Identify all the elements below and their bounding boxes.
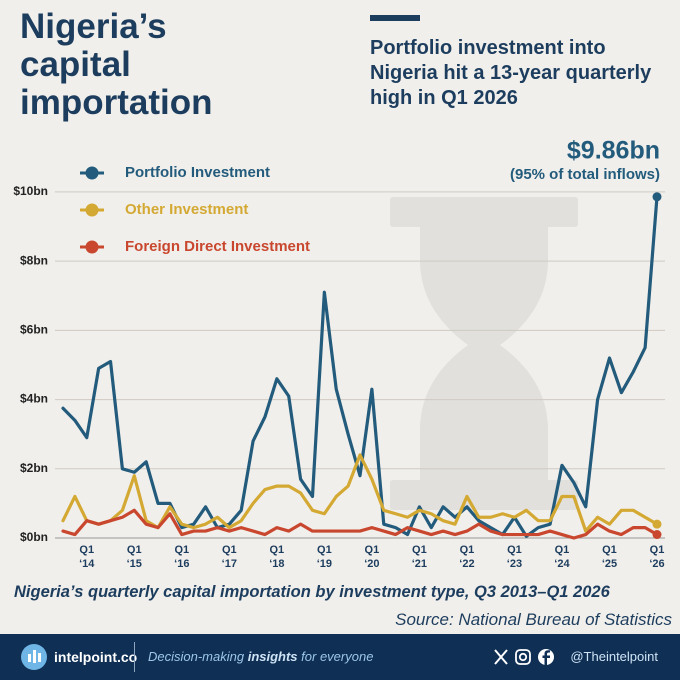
end-point [652,192,662,202]
x-tick-label-line: Q1 [507,544,522,556]
legend-dot [85,203,99,217]
tagline-part: Decision-making [148,649,248,664]
x-tick-label-line: ‘14 [79,558,95,570]
x-tick-label-line: Q1 [269,544,284,556]
legend-label: Other Investment [125,201,248,218]
brand[interactable]: intelpoint.co [54,649,138,665]
source: Source: National Bureau of Statistics [395,610,672,629]
x-tick-label: Q1 ‘19 [317,544,332,570]
x-tick-label: Q1 ‘25 [602,544,617,570]
end-point [652,530,662,540]
y-tick-label: $2bn [20,461,48,475]
x-tick-label-line: Q1 [317,544,332,556]
subtitle: Portfolio investment into Nigeria hit a … [370,37,652,109]
footer: intelpoint.co Decision-making insights f… [0,634,680,680]
y-tick-label: $4bn [20,392,48,406]
y-tick-label: $10bn [13,184,48,198]
accent-bar [370,15,420,21]
separator [134,642,135,672]
x-tick-label-line: Q1 [365,544,380,556]
x-tick-label: Q1 ‘18 [269,544,284,570]
x-tick-label: Q1 ‘20 [364,544,379,570]
tagline: Decision-making insights for everyone [148,649,373,664]
annotation: $9.86bn [567,137,660,165]
x-tick-label: Q1 ‘26 [649,544,664,570]
legend-label: Portfolio Investment [125,164,270,181]
x-tick-label-line: Q1 [79,544,94,556]
legend-dot [85,240,99,254]
x-tick-label-line: ‘15 [127,558,142,570]
x-tick-label-line: ‘26 [649,558,664,570]
x-tick-label: Q1 ‘21 [412,544,427,570]
x-tick-label-line: Q1 [650,544,665,556]
logo-icon [28,650,41,663]
legend-label: Foreign Direct Investment [125,238,310,255]
x-tick-label-line: Q1 [555,544,570,556]
x-tick-label: Q1 ‘23 [507,544,522,570]
x-tick-label: Q1 ‘14 [79,544,95,570]
social-icons[interactable] [493,647,555,667]
x-tick-label-line: Q1 [412,544,427,556]
x-tick-label-line: ‘20 [364,558,379,570]
handle[interactable]: @Theintelpoint [570,649,658,664]
y-tick-label: $0bn [20,530,48,544]
x-tick-label: Q1 ‘15 [127,544,142,570]
line-series [61,508,659,540]
tagline-part: for everyone [297,649,374,664]
y-tick-label: $8bn [20,253,48,267]
x-tick-label-line: Q1 [460,544,475,556]
x-tick-label: Q1 ‘17 [222,544,237,570]
x-tick-label-line: ‘17 [222,558,237,570]
logo [21,644,47,670]
x-tick-label: Q1 ‘16 [174,544,189,570]
x-tick-label-line: ‘19 [317,558,332,570]
x-tick-label-line: ‘16 [174,558,189,570]
x-tick-label-line: Q1 [174,544,189,556]
x-tick-label-line: ‘21 [412,558,427,570]
caption: Nigeria’s quarterly capital importation … [14,583,610,601]
x-tick-label-line: ‘24 [554,558,570,570]
x-tick-label-line: ‘22 [459,558,474,570]
hourglass-watermark [390,197,578,510]
line-series [61,195,659,538]
annotation-note: (95% of total inflows) [510,166,660,183]
x-tick-label-line: ‘23 [507,558,522,570]
x-tick-label: Q1 ‘24 [554,544,570,570]
x-tick-label-line: ‘18 [269,558,284,570]
x-tick-label-line: Q1 [602,544,617,556]
x-tick-label-line: Q1 [127,544,142,556]
tagline-part: insights [247,649,298,664]
x-tick-label: Q1 ‘22 [459,544,474,570]
title: Nigeria’s capital importation [20,7,213,122]
y-tick-label: $6bn [20,323,48,337]
end-point [652,519,662,529]
x-tick-label-line: ‘25 [602,558,617,570]
x-tick-label-line: Q1 [222,544,237,556]
legend-dot [85,166,99,180]
